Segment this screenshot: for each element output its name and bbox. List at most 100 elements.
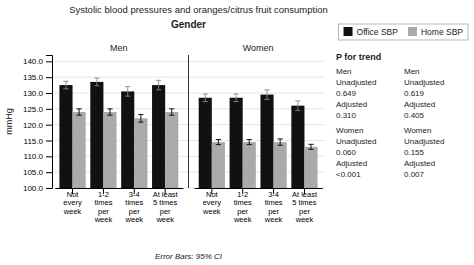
- y-tick: 130.0: [23, 89, 52, 98]
- bar: [230, 98, 243, 188]
- p-trend-label: Unadjusted: [404, 137, 444, 146]
- legend-swatch: [344, 27, 353, 36]
- y-tick-label: 105.0: [23, 168, 44, 177]
- footer: Error Bars: 95% CI: [155, 252, 223, 261]
- y-tick-label: 110.0: [24, 152, 44, 161]
- p-trend-value: 0.310: [336, 111, 357, 120]
- x-tick: 3-4timesperweek: [264, 188, 283, 224]
- bar: [274, 142, 287, 188]
- x-tick-label: Noteveryweek: [202, 190, 221, 216]
- p-trend-group: Men: [404, 67, 420, 76]
- y-tick-mark: [46, 109, 52, 110]
- x-tick: 1-2timesperweek: [94, 188, 113, 224]
- y-tick-mark: [46, 172, 52, 173]
- y-axis: 100.0 105.0 110.0 115.0 120.0 125.0 130.0 135.0…: [23, 56, 53, 194]
- y-tick-label: 100.0: [23, 184, 44, 193]
- bar: [165, 112, 178, 188]
- y-tick-mark: [46, 125, 52, 126]
- y-tick-label: 125.0: [23, 105, 44, 114]
- y-tick-mark: [46, 141, 52, 142]
- chart: Systolic blood pressures and oranges/cit…: [0, 0, 474, 265]
- x-tick-label-line: week: [63, 207, 82, 216]
- x-tick-label-line: week: [295, 215, 314, 224]
- legend-label: Home SBP: [421, 27, 463, 37]
- error-bar: [295, 101, 300, 111]
- bar: [90, 82, 103, 188]
- x-axis-line: [55, 188, 183, 189]
- x-tick-label: 1-2timesperweek: [94, 190, 113, 224]
- bar: [243, 142, 256, 188]
- x-axis: Noteveryweek 1-2timesperweek 3-4timesperwe…: [55, 188, 183, 224]
- error-bar: [247, 140, 252, 145]
- p-trend-group: Women: [336, 126, 363, 135]
- p-trend-value: 0.007: [404, 170, 425, 179]
- bar: [291, 106, 304, 188]
- error-bar: [63, 81, 68, 89]
- p-trend-group: Women: [404, 126, 431, 135]
- x-tick: 3-4timesperweek: [125, 188, 144, 224]
- bar: [212, 142, 225, 188]
- p-trend-label: Unadjusted: [336, 137, 376, 146]
- p-trend-label: Adjusted: [404, 159, 435, 168]
- error-bar: [125, 87, 130, 97]
- x-tick-label: Noteveryweek: [63, 190, 82, 216]
- p-trend-value: 0.060: [336, 148, 357, 157]
- bar: [121, 91, 134, 188]
- x-tick-label-line: week: [125, 215, 144, 224]
- legend-swatch: [408, 27, 417, 36]
- title: Systolic blood pressures and oranges/cit…: [69, 4, 328, 15]
- error-bar: [264, 90, 269, 100]
- legend-label: Office SBP: [357, 27, 399, 37]
- bar: [304, 147, 317, 188]
- y-tick-mark: [46, 188, 52, 189]
- error-bar: [156, 80, 161, 90]
- x-axis: Noteveryweek 1-2timesperweek 3-4timesperwe…: [195, 188, 323, 224]
- error-bar: [76, 109, 81, 115]
- bar: [134, 118, 147, 188]
- bar: [152, 85, 165, 188]
- panel-title: Men: [110, 43, 128, 53]
- x-tick-label: 3-4timesperweek: [125, 190, 144, 224]
- y-tick: 115.0: [24, 137, 52, 146]
- error-bar: [138, 115, 143, 123]
- y-tick: 110.0: [24, 152, 52, 161]
- p-trend-label: Unadjusted: [336, 78, 376, 87]
- subtitle: Gender: [171, 19, 206, 30]
- bar: [73, 112, 86, 188]
- x-tick-label-line: week: [264, 215, 283, 224]
- y-tick: 125.0: [23, 105, 52, 114]
- p-trend-group: Men: [336, 67, 352, 76]
- panel-separator: [188, 55, 189, 188]
- bar: [59, 85, 72, 188]
- legend-frame: [339, 24, 468, 40]
- x-tick: 1-2timesperweek: [233, 188, 252, 224]
- x-tick-label-line: week: [202, 207, 221, 216]
- y-tick: 105.0: [23, 168, 52, 177]
- error-bar: [107, 109, 112, 115]
- y-tick: 135.0: [23, 73, 52, 82]
- y-tick-label: 135.0: [23, 73, 44, 82]
- y-tick-label: 120.0: [23, 121, 44, 130]
- x-tick-label-line: week: [233, 215, 252, 224]
- legend: Office SBP Home SBP: [339, 24, 468, 40]
- bar: [103, 112, 116, 188]
- y-tick-mark: [46, 93, 52, 94]
- p-trend-label: Adjusted: [404, 100, 435, 109]
- error-bar: [203, 94, 208, 102]
- x-tick-label-line: week: [155, 215, 174, 224]
- error-bar: [94, 78, 99, 86]
- error-bar: [216, 140, 221, 145]
- p-trend-table: P for trend Men Unadjusted 0.649 Adjusted 0.3…: [336, 52, 444, 179]
- x-tick: At least5 timesperweek: [153, 188, 179, 224]
- x-tick-label: 3-4timesperweek: [264, 190, 283, 224]
- y-tick: 140.0: [23, 57, 52, 66]
- bar: [199, 98, 212, 188]
- x-tick-label: At least5 timesperweek: [292, 190, 318, 224]
- error-bar: [278, 139, 283, 145]
- y-tick-label: 140.0: [23, 57, 44, 66]
- p-trend-title: P for trend: [336, 52, 381, 62]
- p-trend-value: 0.649: [336, 89, 357, 98]
- x-tick: Noteveryweek: [202, 188, 221, 216]
- p-trend-value: 0.405: [404, 111, 425, 120]
- bar: [260, 95, 273, 188]
